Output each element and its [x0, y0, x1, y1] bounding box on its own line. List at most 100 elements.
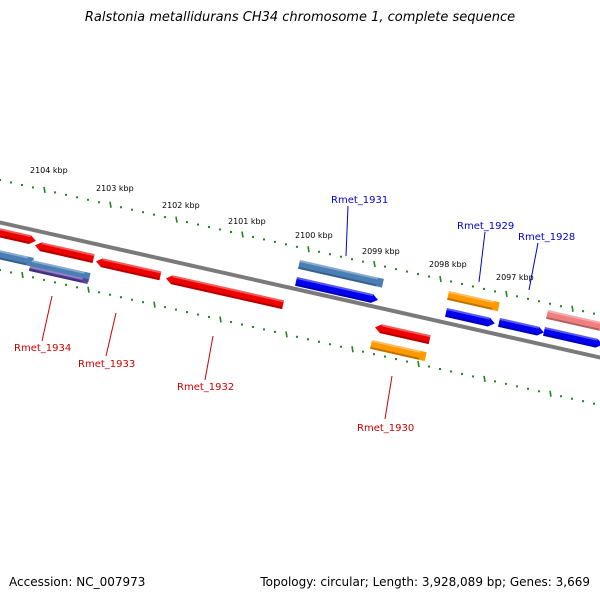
- inner-ring-major-tick: [351, 346, 354, 353]
- gene-arrow-rmet-1931-shade: [295, 283, 372, 303]
- outer-ring-major-tick: [373, 261, 376, 268]
- gene-arrow-rmet-1932: [166, 275, 285, 310]
- outer-ring-minor-tick: [10, 181, 12, 184]
- gene-label-rmet-1932[interactable]: Rmet_1932: [177, 382, 234, 393]
- gene-label-rmet-1933[interactable]: Rmet_1933: [78, 359, 135, 370]
- gene-label-rmet-1929[interactable]: Rmet_1929: [457, 221, 514, 232]
- ruler-label-2098: 2098 kbp: [429, 260, 467, 269]
- gene-arrow-rmet-1934-highlight: [41, 242, 95, 257]
- gene-box-rmet-1929: [447, 291, 500, 312]
- inner-ring-minor-tick: [296, 335, 298, 338]
- gene-arrow-rmet-1929: [445, 308, 495, 327]
- outer-ring-minor-tick: [516, 295, 518, 298]
- inner-ring-minor-tick: [340, 345, 342, 348]
- gene-box-rmet-1930-highlight: [371, 340, 421, 353]
- inner-ring-minor-tick: [318, 340, 320, 343]
- gene-box-left-b-highlight: [31, 260, 85, 274]
- outer-ring-major-tick: [571, 305, 574, 312]
- inner-ring-minor-tick: [274, 330, 276, 333]
- gene-label-rmet-1931[interactable]: Rmet_1931: [331, 195, 388, 206]
- outer-ring-minor-tick: [329, 253, 331, 256]
- inner-ring-minor-tick: [329, 343, 331, 346]
- callout-rmet-1929: [478, 231, 486, 283]
- outer-ring-minor-tick: [351, 258, 353, 261]
- inner-ring-minor-tick: [450, 370, 452, 373]
- gene-arrow-rmet-1928-shade: [498, 324, 538, 336]
- outer-ring-minor-tick: [527, 297, 529, 300]
- outer-ring-minor-tick: [87, 198, 89, 201]
- outer-ring-minor-tick: [142, 211, 144, 214]
- outer-tick-ring: [0, 179, 595, 315]
- gene-box-rmet-1929-body: [447, 291, 500, 312]
- gene-arrow-rmet-1933-body: [96, 258, 162, 281]
- inner-ring-minor-tick: [252, 325, 254, 328]
- callout-rmet-1930: [384, 375, 393, 420]
- gene-label-rmet-1930[interactable]: Rmet_1930: [357, 423, 414, 434]
- inner-ring-minor-tick: [439, 368, 441, 370]
- inner-ring-minor-tick: [164, 306, 166, 309]
- outer-ring-major-tick: [307, 246, 310, 253]
- inner-ring-minor-tick: [120, 296, 122, 299]
- inner-ring-minor-tick: [0, 269, 1, 271]
- inner-ring-minor-tick: [593, 402, 595, 405]
- gene-arrow-rmet-1927-shade: [543, 333, 597, 348]
- gene-box-left-purple-shade: [28, 268, 83, 283]
- gene-arrow-rmet-1933-shade: [100, 265, 160, 281]
- inner-ring-minor-tick: [43, 278, 45, 281]
- gene-label-rmet-1934[interactable]: Rmet_1934: [14, 343, 71, 354]
- gene-label-rmet-1928[interactable]: Rmet_1928: [518, 232, 575, 243]
- outer-ring-major-tick: [241, 231, 244, 238]
- inner-ring-minor-tick: [560, 395, 562, 398]
- inner-ring-major-tick: [153, 301, 156, 308]
- outer-ring-minor-tick: [153, 213, 155, 216]
- ruler-label-2103: 2103 kbp: [96, 184, 134, 193]
- inner-ring-minor-tick: [516, 385, 518, 388]
- inner-ring-minor-tick: [10, 271, 12, 274]
- gene-box-rmet-1930-body: [370, 340, 427, 362]
- inner-ring-minor-tick: [582, 400, 584, 403]
- outer-ring-minor-tick: [472, 285, 474, 288]
- gene-arrow-rmet-1927: [543, 327, 600, 348]
- gene-arrow-rmet-1932-shade: [170, 282, 283, 310]
- outer-ring-minor-tick: [21, 183, 23, 186]
- ruler-label-2104: 2104 kbp: [30, 166, 68, 175]
- outer-ring-minor-tick: [65, 193, 67, 196]
- outer-ring-minor-tick: [593, 312, 595, 315]
- gene-arrow-rmet-1930-red: [375, 324, 431, 345]
- outer-ring-minor-tick: [164, 216, 166, 219]
- gene-box-left-a-highlight: [0, 248, 29, 259]
- outer-ring-minor-tick: [131, 208, 133, 211]
- gene-arrow-rmet-1934-shade: [39, 249, 93, 263]
- outer-ring-minor-tick: [483, 287, 485, 290]
- inner-ring-minor-tick: [527, 387, 529, 390]
- callout-rmet-1931: [345, 205, 349, 257]
- outer-ring-major-tick: [175, 216, 178, 223]
- gene-arrow-rmet-1928-highlight: [499, 318, 540, 329]
- ruler-label-2099: 2099 kbp: [362, 247, 400, 256]
- topology-text: Topology: circular; Length: 3,928,089 bp…: [260, 575, 590, 589]
- outer-ring-minor-tick: [32, 186, 34, 189]
- outer-ring-major-tick: [43, 186, 46, 194]
- gene-box-rmet-1931-shade: [298, 266, 377, 287]
- gene-features: [0, 226, 600, 362]
- gene-arrow-rmet-1928-body: [498, 318, 544, 336]
- inner-ring-minor-tick: [494, 380, 496, 383]
- gene-arrow-rmet-1930-red-body: [375, 324, 431, 345]
- inner-ring-minor-tick: [186, 311, 188, 314]
- gene-box-left-a-shade: [0, 254, 27, 266]
- inner-ring-minor-tick: [230, 320, 232, 323]
- gene-box-left-purple: [28, 266, 89, 285]
- outer-ring-major-tick: [109, 201, 112, 208]
- gene-box-rmet-1927-body: [546, 310, 600, 332]
- gene-box-rmet-1927: [546, 310, 600, 332]
- gene-arrow-rmet-1927-body: [543, 327, 600, 348]
- gene-arrow-rmet-1934-body: [35, 242, 95, 263]
- inner-ring-major-tick: [219, 316, 222, 323]
- inner-ring-minor-tick: [461, 372, 463, 375]
- ruler-label-2100: 2100 kbp: [295, 231, 333, 240]
- outer-ring-minor-tick: [263, 238, 265, 241]
- outer-ring-minor-tick: [274, 240, 276, 243]
- outer-ring-minor-tick: [318, 250, 320, 253]
- gene-box-rmet-1927-highlight: [547, 310, 600, 324]
